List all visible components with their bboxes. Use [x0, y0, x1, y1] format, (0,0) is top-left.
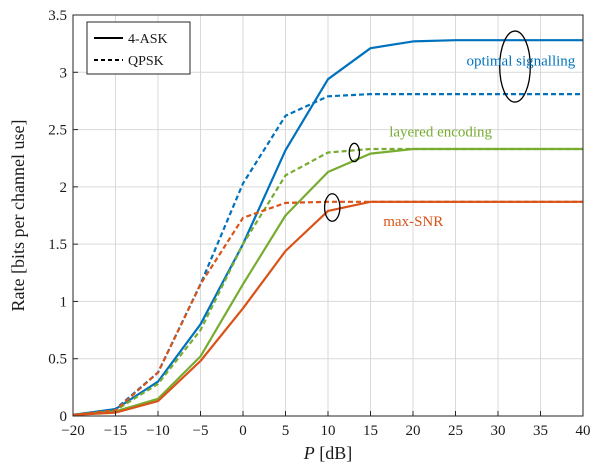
legend: 4-ASK QPSK [86, 21, 191, 75]
y-tick-label: 1.5 [48, 237, 67, 253]
series-lines [72, 39, 583, 416]
x-tick-label: −20 [61, 423, 84, 439]
x-tick-label: −15 [104, 423, 127, 439]
x-tick-label: 10 [321, 423, 336, 439]
legend-label-qpsk: QPSK [128, 54, 164, 69]
y-tick-label: 0 [60, 409, 68, 425]
group-ellipse [499, 30, 531, 103]
x-tick-label: 20 [406, 423, 421, 439]
series-line-layered-encoding-dashed [72, 147, 583, 416]
x-axis-variable: P [303, 443, 315, 463]
x-tick-label: −10 [146, 423, 169, 439]
legend-label-4ask: 4-ASK [128, 32, 168, 47]
series-line-optimal-signalling-solid [72, 39, 583, 416]
tick-labels: −20 −15 −10 −5 0 5 10 15 20 25 30 35 40 0 0.5 1 1.5 2 2.5 3… [48, 8, 590, 439]
series-line-max-snr-dashed [72, 200, 583, 416]
series-line-max-snr-solid [72, 200, 583, 416]
y-tick-label: 3.5 [48, 8, 67, 24]
annotation-label: max-SNR [383, 214, 443, 230]
group-ellipse [348, 142, 361, 163]
x-tick-label: 0 [239, 423, 247, 439]
group-ellipse [323, 193, 341, 222]
annotations: optimal signalling layered encoding max-SN… [383, 53, 576, 229]
annotation-label: optimal signalling [467, 53, 576, 69]
group-ellipses [323, 30, 531, 222]
x-tick-label: 25 [448, 423, 463, 439]
x-tick-label: −5 [193, 423, 209, 439]
y-tick-label: 1 [60, 294, 68, 310]
x-tick-label: 15 [363, 423, 378, 439]
legend-box [86, 21, 191, 75]
y-tick-label: 3 [60, 65, 68, 81]
y-tick-label: 2 [60, 180, 68, 196]
x-tick-label: 5 [282, 423, 290, 439]
y-tick-label: 2.5 [48, 123, 67, 139]
x-tick-label: 35 [533, 423, 548, 439]
annotation-label: layered encoding [389, 124, 492, 140]
y-tick-label: 0.5 [48, 352, 67, 368]
y-axis-label: Rate [bits per channel use] [8, 120, 28, 312]
x-axis-label: P [dB] [303, 443, 353, 463]
grid [72, 14, 584, 417]
x-tick-label: 30 [491, 423, 506, 439]
x-axis-unit: [dB] [319, 443, 352, 463]
x-tick-label: 40 [576, 423, 590, 439]
